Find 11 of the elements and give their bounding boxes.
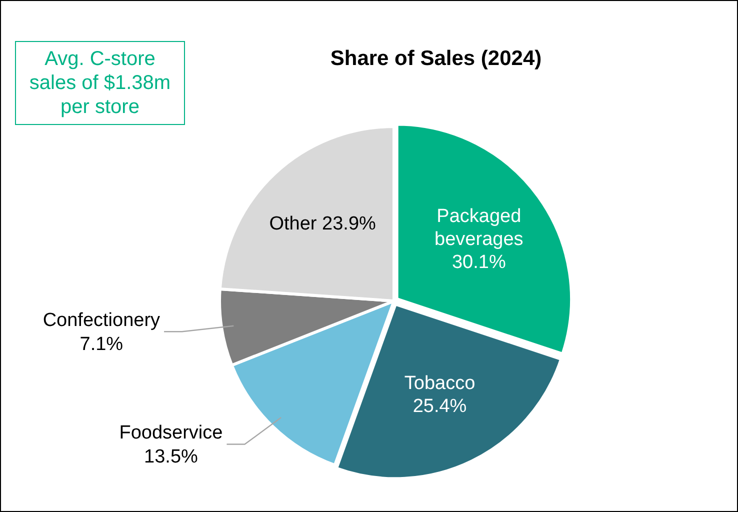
data-label: 13.5% [144,446,198,468]
data-label: 7.1% [80,334,124,355]
slice-label: Tobacco [404,372,476,394]
text: Avg. C-store sales of $1.38m per store [28,47,172,119]
data-label: 25.4% [412,396,467,417]
slice-label: Confectionery [42,310,161,331]
slice-label: Foodservice [119,422,223,444]
chart-title: Share of Sales (2024) [330,46,542,70]
data-label: 30.1% [452,252,506,273]
slice-label: Packaged beverages [434,206,524,250]
slice-label: Other 23.9% [269,214,376,235]
